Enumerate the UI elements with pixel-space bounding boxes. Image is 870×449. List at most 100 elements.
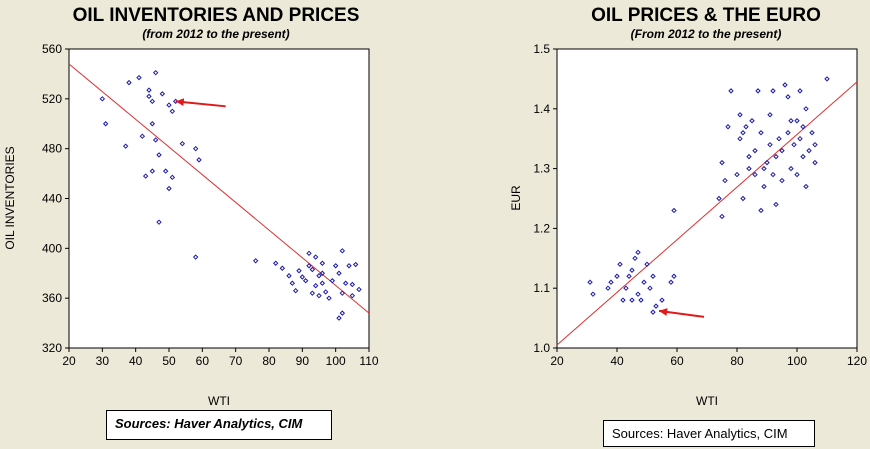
- left-data-point: [136, 74, 142, 81]
- right-data-point: [812, 141, 818, 148]
- right-data-point: [776, 135, 782, 142]
- right-data-point: [737, 135, 743, 142]
- left-data-point: [252, 258, 259, 264]
- left-data-point: [336, 315, 342, 321]
- right-x-tick-label: 100: [787, 354, 807, 368]
- left-data-point: [356, 286, 362, 293]
- right-data-point: [635, 291, 641, 297]
- left-data-point: [166, 102, 172, 108]
- left-data-point: [146, 93, 152, 100]
- right-y-tick-label: 1.2: [533, 221, 550, 235]
- left-data-point: [142, 173, 149, 179]
- right-x-axis-label: WTI: [696, 394, 718, 408]
- left-data-point: [299, 274, 306, 280]
- right-data-point: [737, 112, 743, 118]
- right-data-point: [614, 273, 620, 279]
- left-data-point: [339, 310, 346, 316]
- right-data-point: [749, 118, 755, 124]
- left-data-point: [336, 270, 342, 276]
- right-data-point: [746, 165, 752, 172]
- right-data-point: [641, 279, 647, 285]
- right-data-point: [794, 171, 800, 178]
- left-data-point: [166, 185, 172, 192]
- left-chart-title: OIL INVENTORIES AND PRICES: [73, 5, 360, 26]
- right-data-point: [719, 213, 725, 220]
- right-x-tick-label: 20: [550, 354, 564, 368]
- left-data-point: [149, 168, 156, 174]
- right-data-point: [620, 297, 626, 303]
- left-data-point: [152, 69, 159, 76]
- right-source-note: Sources: Haver Analytics, CIM: [603, 420, 815, 447]
- right-data-point: [668, 279, 674, 285]
- left-data-point: [312, 283, 319, 289]
- right-data-point: [740, 130, 746, 136]
- right-data-point: [752, 171, 758, 178]
- right-x-tick-label: 120: [847, 354, 867, 368]
- left-data-point: [126, 79, 132, 86]
- left-x-tick-label: 100: [326, 354, 346, 368]
- right-data-point: [767, 141, 773, 148]
- left-y-tick-label: 400: [42, 241, 62, 255]
- left-data-point: [352, 261, 359, 268]
- right-data-point: [629, 297, 635, 303]
- left-data-point: [332, 263, 339, 269]
- right-y-axis-label: EUR: [509, 185, 523, 211]
- left-data-point: [149, 98, 156, 105]
- left-x-tick-label: 110: [359, 354, 378, 368]
- right-data-point: [797, 88, 803, 94]
- right-data-point: [812, 159, 818, 166]
- left-x-tick-label: 60: [196, 354, 210, 368]
- left-data-point: [339, 248, 346, 254]
- right-data-point: [647, 285, 653, 291]
- left-data-point: [342, 280, 349, 286]
- right-data-point: [806, 147, 812, 154]
- left-data-point: [149, 121, 156, 127]
- left-data-point: [179, 140, 186, 147]
- right-data-point: [719, 159, 725, 166]
- right-annotation-arrow-head: [659, 308, 668, 316]
- left-data-point: [192, 145, 199, 152]
- right-data-point: [587, 279, 593, 285]
- right-data-point: [803, 106, 809, 112]
- left-chart-subtitle: (from 2012 to the present): [142, 27, 289, 41]
- right-data-point: [659, 297, 665, 303]
- left-y-tick-label: 440: [42, 192, 62, 206]
- right-y-tick-label: 1.5: [533, 42, 550, 56]
- left-source-note: Sources: Haver Analytics, CIM: [106, 410, 332, 440]
- right-data-point: [728, 88, 734, 94]
- right-fit-line: [556, 81, 858, 346]
- right-data-point: [794, 118, 800, 124]
- right-chart-subtitle: (From 2012 to the present): [631, 27, 782, 41]
- right-data-point: [809, 130, 815, 136]
- left-x-tick-label: 20: [62, 354, 76, 368]
- right-data-point: [671, 273, 677, 279]
- right-data-point: [743, 124, 749, 130]
- left-data-point: [349, 292, 356, 299]
- right-data-point: [653, 303, 659, 309]
- left-data-point: [292, 287, 299, 294]
- left-y-tick-label: 520: [42, 92, 62, 106]
- left-data-point: [279, 265, 286, 271]
- right-data-point: [770, 171, 776, 178]
- right-data-point: [761, 165, 767, 172]
- left-data-point: [122, 143, 129, 149]
- right-data-point: [773, 153, 779, 160]
- right-data-point: [824, 76, 830, 82]
- left-y-axis-label: OIL INVENTORIES: [3, 146, 17, 249]
- right-x-tick-label: 60: [670, 354, 684, 368]
- left-data-point: [289, 280, 296, 286]
- left-y-tick-label: 480: [42, 142, 62, 156]
- left-annotation-arrow-shaft: [175, 100, 226, 108]
- left-data-point: [326, 295, 332, 301]
- left-chart-marks: 20 30 40 50 60 70 80 90 100 110 320 360 400 440 480 520…: [42, 42, 379, 368]
- right-data-point: [773, 201, 779, 208]
- left-data-point: [296, 268, 302, 274]
- left-y-tick-label: 360: [42, 291, 62, 305]
- left-data-point: [156, 152, 162, 158]
- left-x-tick-label: 90: [296, 354, 310, 368]
- right-chart-marks: 20 40 60 80 100 120 1.0 1.1 1.2 1.3 1.4 1.5: [533, 42, 867, 368]
- left-data-point: [102, 121, 109, 127]
- right-plot-area: [556, 48, 858, 349]
- right-data-point: [632, 255, 638, 262]
